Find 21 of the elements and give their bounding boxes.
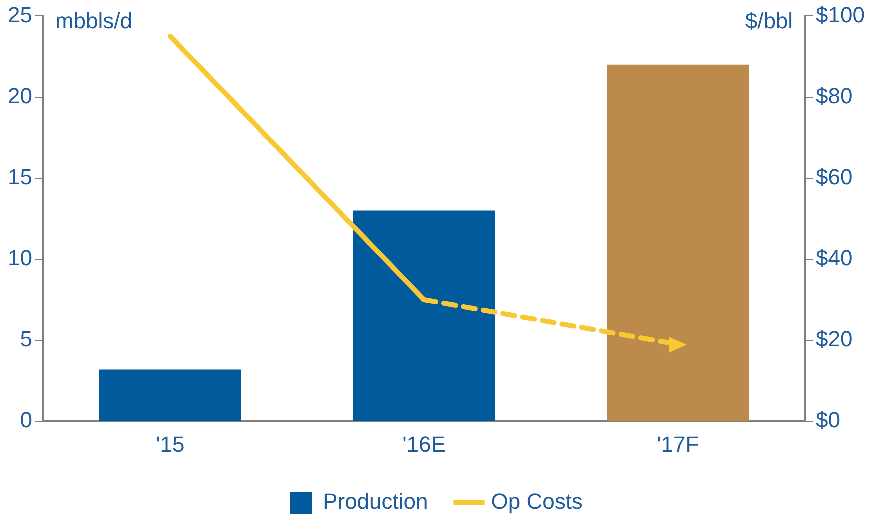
y-tick-label: 20 [8,83,32,108]
y-tick-label: 0 [20,408,32,433]
x-tick-label: '17F [657,432,700,457]
legend-label: Op Costs [491,489,583,514]
y-tick-label: 15 [8,164,32,190]
y2-tick-label: $40 [816,246,853,271]
y-tick-label: 10 [8,246,32,271]
y2-tick-label: $60 [816,164,853,190]
y-tick-label: 25 [8,2,32,28]
x-tick-label: '15 [156,432,185,457]
y-tick-label: 5 [20,326,32,352]
y2-tick-label: $80 [816,83,853,108]
y-axis-title: mbbls/d [55,8,133,34]
y2-tick-label: $100 [816,2,866,28]
bar [99,370,242,422]
y2-tick-label: $20 [816,326,853,352]
y2-tick-label: $0 [816,408,841,433]
x-tick-label: '16E [402,432,446,457]
y2-axis-title: $/bbl [745,8,794,34]
bar [607,64,750,422]
legend-label: Production [323,489,428,514]
